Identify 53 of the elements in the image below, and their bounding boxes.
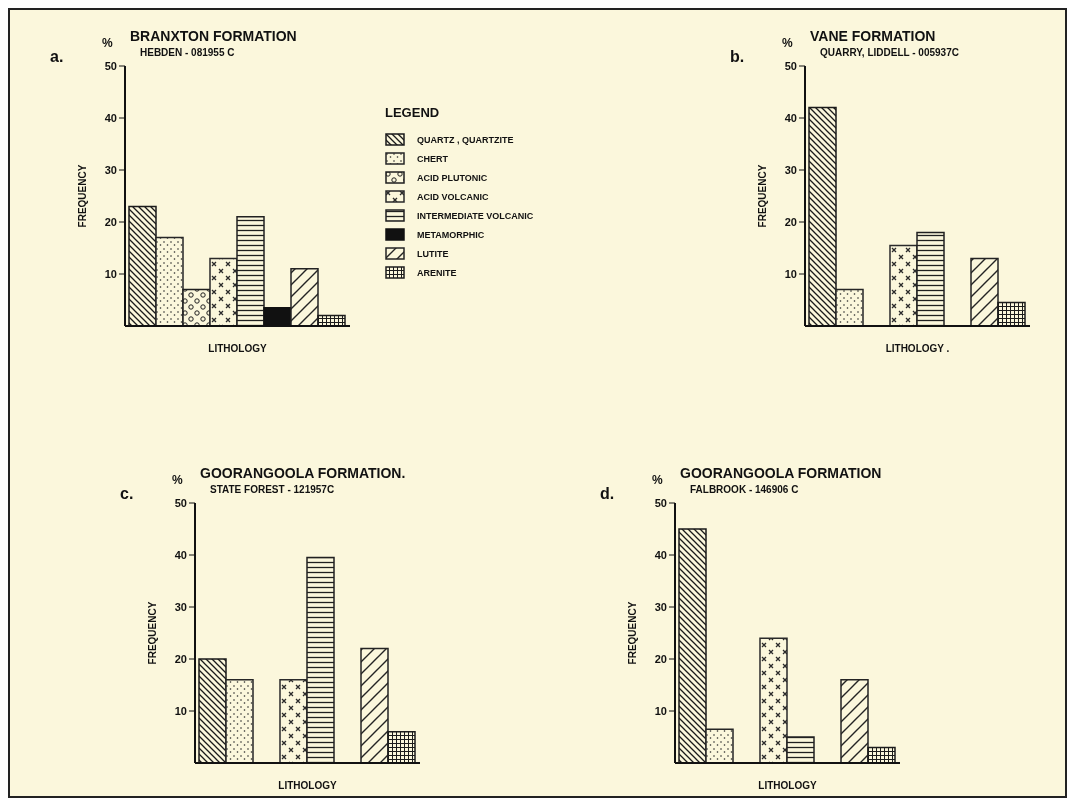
chart-title: GOORANGOOLA FORMATION.: [200, 465, 407, 481]
text: %: [782, 36, 793, 50]
chart-subtitle: STATE FOREST - 121957C: [210, 484, 336, 495]
y-tick-label: 20: [174, 652, 187, 665]
legend-label: LUTITE: [417, 248, 449, 259]
text: %: [652, 473, 663, 487]
y-axis-title: FREQUENCY: [146, 601, 158, 665]
chart-title: BRANXTON FORMATION: [130, 28, 298, 44]
y-axis-title: FREQUENCY: [76, 164, 88, 228]
chart-title: VANE FORMATION: [810, 28, 937, 44]
x-axis-title: LITHOLOGY .: [885, 343, 950, 354]
text: c.: [120, 485, 134, 503]
y-tick-label: 40: [104, 111, 117, 124]
y-tick-label: 50: [784, 59, 797, 72]
chart-title: GOORANGOOLA FORMATION: [680, 465, 883, 481]
y-tick-label: 30: [104, 163, 117, 176]
y-tick-label: 40: [784, 111, 797, 124]
chart-subtitle: HEBDEN - 081955 C: [140, 47, 236, 58]
y-tick-label: 40: [174, 548, 187, 561]
y-tick-label: 10: [654, 704, 667, 717]
y-tick-label: 20: [784, 215, 797, 228]
text: b.: [730, 48, 745, 66]
y-tick-label: 50: [104, 59, 117, 72]
y-tick-label: 20: [104, 215, 117, 228]
y-tick-label: 30: [174, 600, 187, 613]
x-axis-title: LITHOLOGY: [758, 780, 817, 791]
y-tick-label: 10: [784, 267, 797, 280]
legend-label: ACID PLUTONIC: [417, 172, 488, 183]
y-axis-title: FREQUENCY: [756, 164, 768, 228]
legend-label: ACID VOLCANIC: [417, 191, 489, 202]
legend-label: METAMORPHIC: [417, 229, 485, 240]
y-tick-label: 50: [654, 496, 667, 509]
legend-label: ARENITE: [417, 267, 457, 278]
x-axis-title: LITHOLOGY: [208, 343, 267, 354]
y-tick-label: 30: [654, 600, 667, 613]
legend-label: QUARTZ , QUARTZITE: [417, 134, 514, 145]
chart-subtitle: FALBROOK - 146906 C: [690, 484, 800, 495]
legend-label: CHERT: [417, 153, 448, 164]
y-tick-label: 20: [654, 652, 667, 665]
y-tick-label: 10: [104, 267, 117, 280]
y-tick-label: 40: [654, 548, 667, 561]
y-axis-title: FREQUENCY: [626, 601, 638, 665]
text: d.: [600, 485, 615, 503]
x-axis-title: LITHOLOGY: [278, 780, 337, 791]
legend-title: LEGEND: [385, 105, 441, 120]
y-tick-label: 50: [174, 496, 187, 509]
y-tick-label: 10: [174, 704, 187, 717]
text: %: [102, 36, 113, 50]
y-tick-label: 30: [784, 163, 797, 176]
text: %: [172, 473, 183, 487]
legend-label: INTERMEDIATE VOLCANIC: [417, 210, 534, 221]
chart-subtitle: QUARRY, LIDDELL - 005937C: [820, 47, 960, 58]
text: a.: [50, 48, 64, 66]
